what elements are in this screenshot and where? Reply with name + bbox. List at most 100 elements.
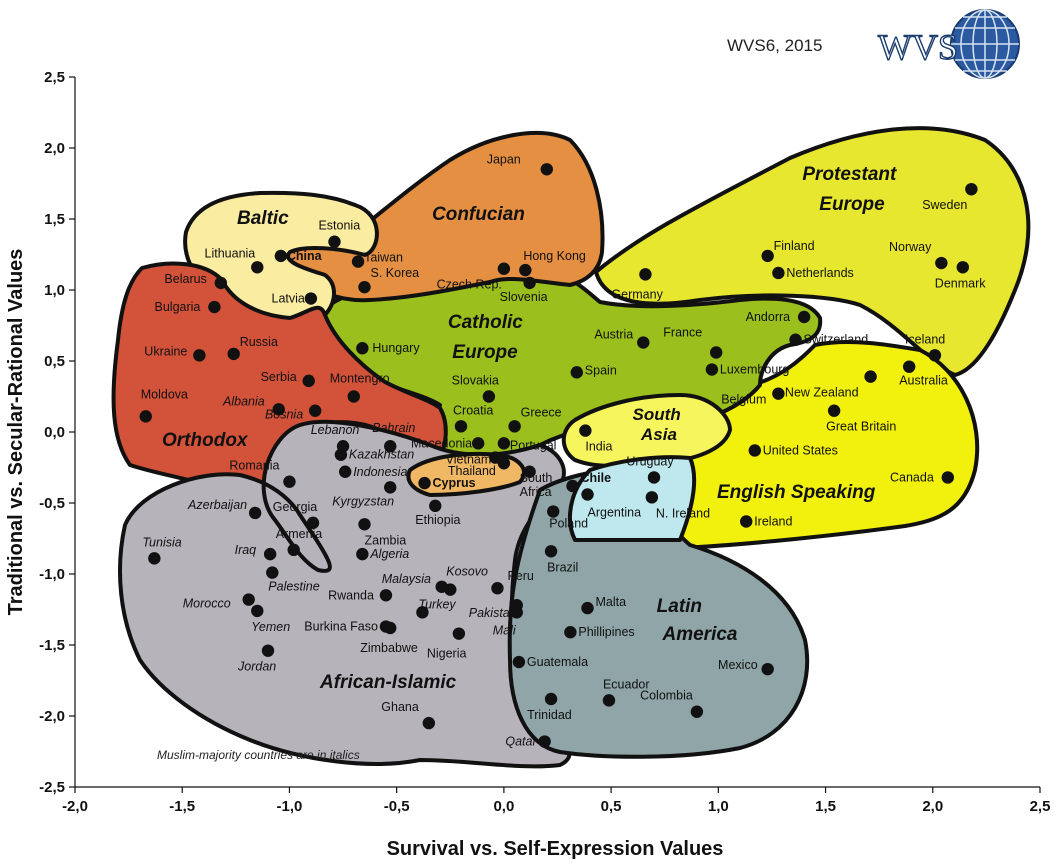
point-australia — [902, 360, 916, 373]
y-tick-label: -1,0 — [39, 566, 65, 583]
label-hong-kong: Hong Kong — [523, 249, 586, 263]
y-tick-label: 1,5 — [44, 211, 65, 228]
point-morocco — [242, 593, 255, 606]
label-cyprus: Cyprus — [433, 476, 476, 490]
point-taiwan — [351, 255, 365, 268]
label-france: France — [663, 325, 702, 339]
point-romania — [283, 475, 296, 488]
label-armenia: Armenia — [276, 527, 323, 541]
point-slovenia — [523, 276, 536, 290]
x-tick-label: 2,0 — [922, 798, 943, 815]
label-burkina-faso: Burkina Faso — [304, 620, 378, 634]
region-label-african-islamic: African-Islamic — [319, 672, 457, 693]
point-azerbaijan — [248, 506, 262, 520]
label-belarus: Belarus — [164, 272, 206, 286]
label-iceland: Iceland — [905, 332, 945, 346]
x-tick-marks — [74, 787, 1041, 793]
region-label-confucian: Confucian — [432, 204, 525, 225]
point-ireland — [740, 515, 753, 528]
label-new-zealand: New Zealand — [785, 386, 859, 400]
x-axis-title: Survival vs. Self-Expression Values — [387, 838, 724, 860]
point-switzerland — [789, 333, 802, 346]
y-tick-label: 2,0 — [44, 140, 65, 157]
label-palestine: Palestine — [268, 580, 319, 594]
label-n-ireland: N. Ireland — [656, 506, 710, 520]
x-tick-label: 1,0 — [708, 798, 729, 815]
point-bahrain — [384, 440, 397, 453]
label-uruguay: Uruguay — [626, 454, 674, 468]
point-bulgaria — [208, 300, 221, 314]
point-czech-rep — [497, 262, 511, 275]
point-zimbabwe — [384, 621, 397, 635]
point-united-states — [748, 444, 761, 457]
label-taiwan: Taiwan — [364, 251, 403, 265]
label-turkey: Turkey — [418, 597, 456, 611]
label-s-korea: S. Korea — [371, 266, 420, 280]
region-shape-south-asia — [561, 393, 732, 468]
label-andorra: Andorra — [746, 310, 791, 324]
label-colombia: Colombia — [640, 689, 693, 703]
y-tick-label: -2,0 — [39, 708, 65, 725]
label-morocco: Morocco — [183, 597, 231, 611]
label-sweden: Sweden — [922, 198, 967, 212]
label-croatia: Croatia — [453, 403, 493, 417]
label-norway: Norway — [889, 240, 932, 254]
label-india: India — [585, 440, 612, 454]
label-tunisia: Tunisia — [142, 535, 181, 549]
point-kyrgyzstan — [384, 481, 397, 494]
label-czech-rep: Czech Rep. — [437, 278, 502, 292]
point-phillipines — [564, 626, 577, 639]
label-indonesia: Indonesia — [353, 465, 407, 479]
label-bahrain: Bahrain — [372, 421, 415, 435]
label-nigeria: Nigeria — [427, 647, 467, 661]
label-greece: Greece — [521, 405, 562, 419]
point-ukraine — [193, 349, 206, 362]
point-qatar — [538, 735, 551, 748]
point-turkey — [416, 606, 429, 619]
point-n-ireland — [645, 491, 659, 504]
label-ireland: Ireland — [754, 514, 792, 528]
point-jordan — [261, 644, 275, 657]
label-montengro: Montengro — [330, 372, 390, 386]
point-belarus — [214, 276, 228, 290]
label-great-britain: Great Britain — [826, 420, 896, 434]
point-palestine — [266, 566, 279, 579]
label-russia: Russia — [240, 335, 278, 349]
label-moldova: Moldova — [141, 387, 188, 401]
point-cyprus — [418, 476, 431, 490]
label-zimbabwe: Zimbabwe — [360, 641, 418, 655]
y-axis-title: Traditional vs. Secular-Rational Values — [5, 249, 27, 616]
label-luxembourg: Luxembourg — [720, 363, 790, 377]
region-shape-cyprus-band — [406, 451, 526, 497]
label-azerbaijan: Azerbaijan — [187, 498, 247, 512]
point-russia — [227, 347, 240, 361]
x-tick-label: 2,5 — [1030, 798, 1051, 815]
point-latvia — [304, 292, 318, 305]
country-points — [139, 163, 978, 748]
footnote-italics: Muslim-majority countries are in italics — [157, 748, 360, 762]
label-slovakia: Slovakia — [452, 374, 499, 388]
point-colombia — [690, 705, 704, 718]
point-sweden — [965, 182, 978, 196]
region-label-protestant-line2: Europe — [819, 194, 885, 215]
region-label-south-asia-line2: Asia — [640, 425, 677, 444]
label-romania: Romania — [229, 459, 279, 473]
point-finland — [761, 249, 774, 263]
point-spain — [570, 366, 583, 379]
point-denmark — [956, 261, 969, 274]
label-ecuador: Ecuador — [603, 677, 650, 691]
label-thailand: Thailand — [448, 464, 496, 478]
region-label-protestant-line1: Protestant — [802, 164, 897, 185]
wave-label: WVS6, 2015 — [727, 36, 822, 55]
label-malta: Malta — [596, 595, 627, 609]
point-luxembourg — [705, 363, 719, 376]
y-tick-labels: 2,5 2,0 1,5 1,0 0,5 0,0 -0,5 -1,0 -1,5 -2,0 -2,5 — [39, 69, 65, 796]
region-label-orthodox: Orthodox — [162, 430, 249, 451]
point-new-zealand — [864, 370, 877, 383]
label-georgia: Georgia — [273, 500, 318, 514]
label-bosnia: Bosnia — [265, 408, 303, 422]
point-bosnia — [308, 404, 322, 417]
label-belgium: Belgium — [721, 393, 766, 407]
label-finland: Finland — [774, 239, 815, 253]
